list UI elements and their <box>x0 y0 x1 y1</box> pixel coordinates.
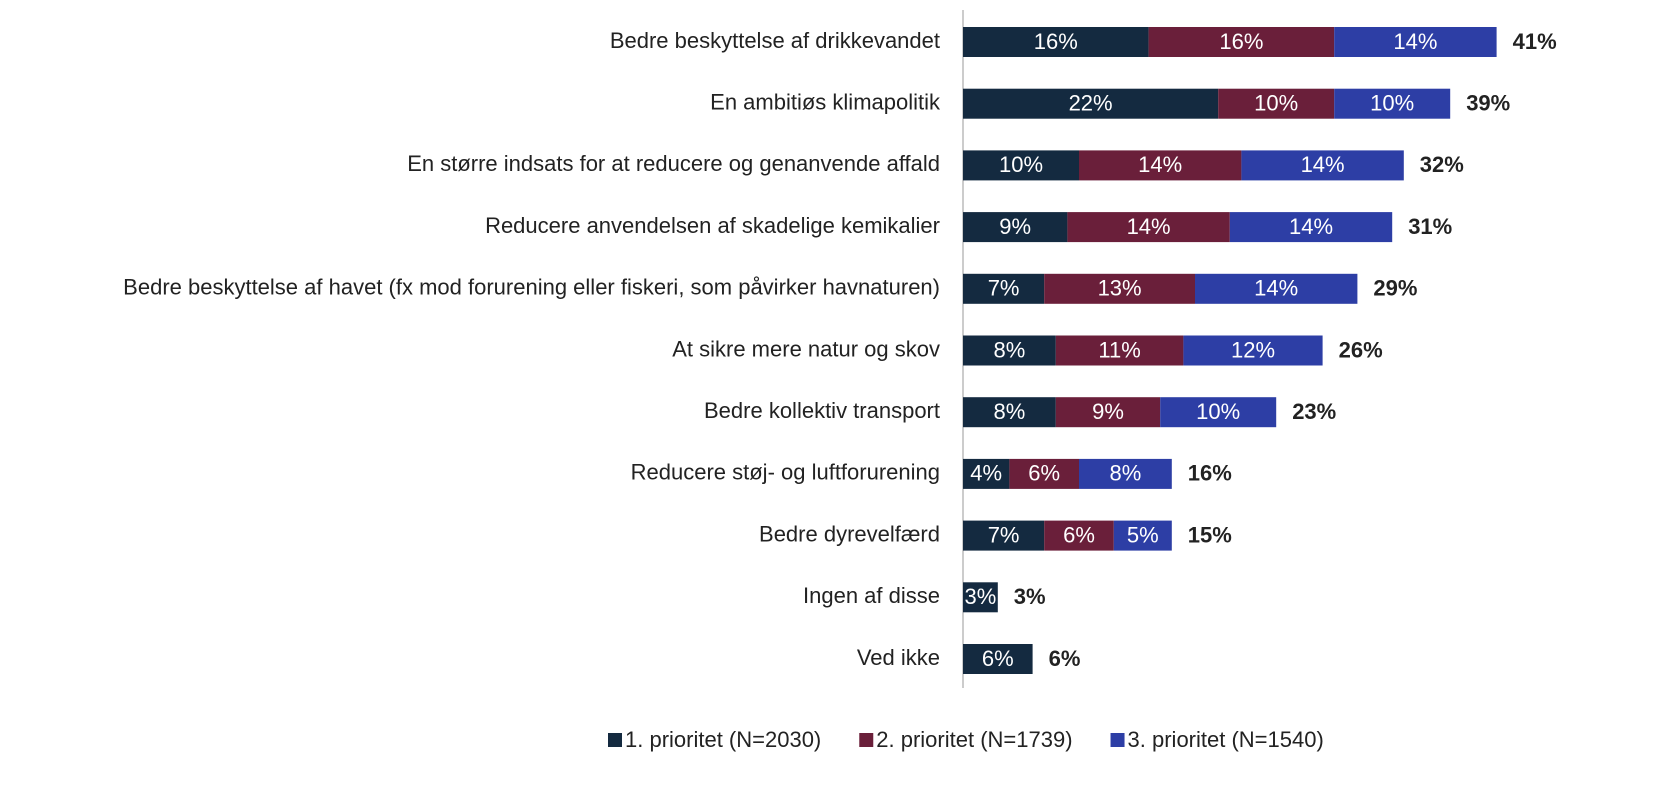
segment-label: 13% <box>1098 276 1142 301</box>
segment-label: 10% <box>1370 91 1414 116</box>
segment-label: 11% <box>1098 337 1140 362</box>
bar-segment <box>963 335 1056 366</box>
total-label: 31% <box>1408 214 1452 239</box>
segment-label: 7% <box>988 276 1020 301</box>
segment-label: 16% <box>1219 29 1263 54</box>
bar-segment <box>963 27 1149 57</box>
category-label: At sikre mere natur og skov <box>672 336 940 361</box>
bar-segment <box>1241 150 1404 181</box>
category-label: En større indsats for at reducere og gen… <box>407 151 940 176</box>
bar-segment <box>963 582 998 613</box>
bar-segment <box>1183 335 1323 366</box>
total-label: 6% <box>1049 646 1081 671</box>
bar-segment <box>963 520 1045 551</box>
bar-segment <box>1218 88 1335 119</box>
category-label: Bedre beskyttelse af drikkevandet <box>610 28 940 53</box>
category-label: Bedre dyrevelfærd <box>759 521 940 546</box>
segment-label: 10% <box>999 152 1043 177</box>
bar-segment <box>1113 520 1172 551</box>
segment-label: 6% <box>982 646 1014 671</box>
legend-label: 3. prioritet (N=1540) <box>1128 727 1324 752</box>
segment-label: 10% <box>1196 399 1240 424</box>
total-label: 26% <box>1339 337 1383 362</box>
bar-segment <box>1009 458 1079 489</box>
bar-segment <box>1044 520 1114 551</box>
segment-label: 14% <box>1127 214 1171 239</box>
legend-swatch <box>1110 733 1125 747</box>
segment-label: 5% <box>1127 522 1159 547</box>
bar-segment <box>963 212 1068 243</box>
bar-segment <box>1079 150 1242 181</box>
bar-segment <box>1079 458 1172 489</box>
segment-label: 12% <box>1231 337 1275 362</box>
total-label: 3% <box>1014 584 1046 609</box>
bar-segment <box>1334 88 1451 119</box>
bar-segment <box>1160 397 1277 428</box>
category-label: Bedre beskyttelse af havet (fx mod forur… <box>123 275 940 300</box>
segment-label: 6% <box>1063 522 1095 547</box>
legend-label: 1. prioritet (N=2030) <box>625 727 821 752</box>
segment-label: 7% <box>988 522 1020 547</box>
total-label: 15% <box>1188 522 1232 547</box>
bar-segment <box>963 397 1056 428</box>
bar-segment <box>1044 273 1195 304</box>
category-label: Ingen af disse <box>803 583 940 608</box>
segment-label: 14% <box>1289 214 1333 239</box>
category-label: Bedre kollektiv transport <box>704 398 940 423</box>
legend-swatch <box>859 733 874 747</box>
segment-label: 22% <box>1069 91 1113 116</box>
bar-segment <box>1195 273 1358 304</box>
total-label: 23% <box>1292 399 1336 424</box>
segment-label: 14% <box>1301 152 1345 177</box>
segment-label: 8% <box>1110 461 1142 486</box>
total-label: 32% <box>1420 152 1464 177</box>
total-label: 41% <box>1513 29 1557 54</box>
bar-segment <box>963 458 1010 489</box>
segment-label: 16% <box>1034 29 1078 54</box>
bar-segment <box>1067 212 1230 243</box>
bar-segment <box>963 644 1033 674</box>
legend-swatch <box>608 733 622 747</box>
segment-label: 4% <box>970 461 1002 486</box>
segment-label: 10% <box>1254 91 1298 116</box>
bar-segment <box>1229 212 1393 243</box>
segment-label: 14% <box>1254 276 1298 301</box>
bar-segment <box>963 88 1219 119</box>
legend-label: 2. prioritet (N=1739) <box>876 727 1072 752</box>
bar-segment <box>1055 397 1161 428</box>
bar-segment <box>1148 27 1335 57</box>
total-label: 29% <box>1373 276 1417 301</box>
segment-label: 3% <box>965 584 997 609</box>
bar-segment <box>963 150 1079 181</box>
category-label: Ved ikke <box>857 645 940 670</box>
bar-segment <box>1334 27 1497 57</box>
segment-label: 9% <box>1092 399 1124 424</box>
bar-segment <box>963 273 1045 304</box>
segment-label: 9% <box>999 214 1031 239</box>
segment-label: 14% <box>1138 152 1182 177</box>
segment-label: 8% <box>994 399 1026 424</box>
total-label: 16% <box>1188 461 1232 486</box>
category-label: Reducere anvendelsen af skadelige kemika… <box>485 213 940 238</box>
category-label: Reducere støj- og luftforurening <box>631 460 940 485</box>
segment-label: 14% <box>1393 29 1437 54</box>
segment-label: 6% <box>1028 461 1060 486</box>
total-label: 39% <box>1466 91 1510 116</box>
category-label: En ambitiøs klimapolitik <box>710 90 941 115</box>
segment-label: 8% <box>994 337 1026 362</box>
bar-segment <box>1055 335 1184 366</box>
